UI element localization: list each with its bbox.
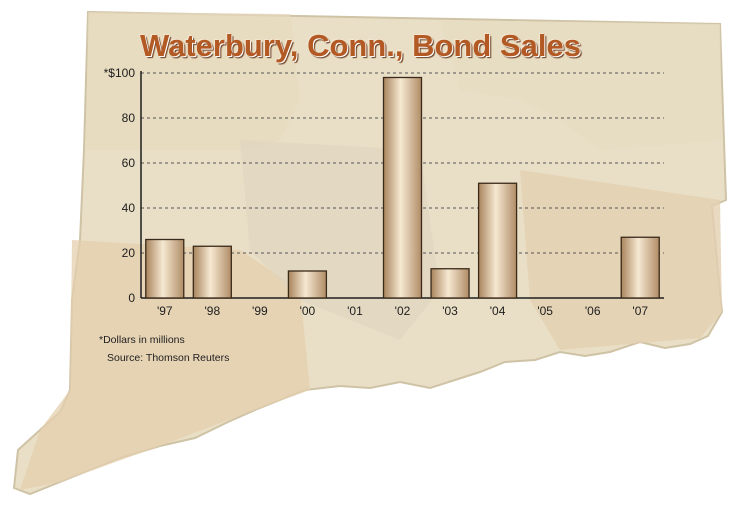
x-tick-label: '00 (300, 304, 316, 318)
county-region (20, 240, 310, 490)
y-tick-label: 60 (122, 156, 136, 170)
x-tick-label: '98 (204, 304, 220, 318)
y-tick-label: 0 (128, 291, 135, 305)
chart-title: Waterbury, Conn., Bond Sales (140, 28, 581, 63)
bar (620, 236, 660, 299)
units-note: *Dollars in millions (99, 334, 185, 346)
x-tick-label: '97 (157, 304, 173, 318)
source-note: Source: Thomson Reuters (107, 352, 230, 364)
bar (192, 245, 232, 299)
x-tick-label: '03 (442, 304, 458, 318)
y-tick-label: 20 (122, 246, 136, 260)
bar (145, 238, 185, 299)
x-tick-label: '07 (632, 304, 648, 318)
x-tick-label: '99 (252, 304, 268, 318)
county-region (86, 12, 300, 150)
x-tick-label: '05 (537, 304, 553, 318)
bar (287, 270, 328, 299)
x-tick-label: '06 (585, 304, 601, 318)
bar (382, 76, 423, 299)
x-tick-label: '01 (347, 304, 363, 318)
y-tick-label: 40 (122, 201, 136, 215)
bar (477, 182, 518, 299)
x-tick-label: '04 (490, 304, 506, 318)
x-tick-label: '02 (395, 304, 411, 318)
bar (430, 268, 470, 299)
y-tick-label: *$100 (104, 66, 136, 80)
plot-area: 0 20 40 60 80 *$100 '97 '98 '99 '00 '01 '02 '03 '04 '0… (104, 66, 664, 318)
y-tick-label: 80 (122, 111, 136, 125)
